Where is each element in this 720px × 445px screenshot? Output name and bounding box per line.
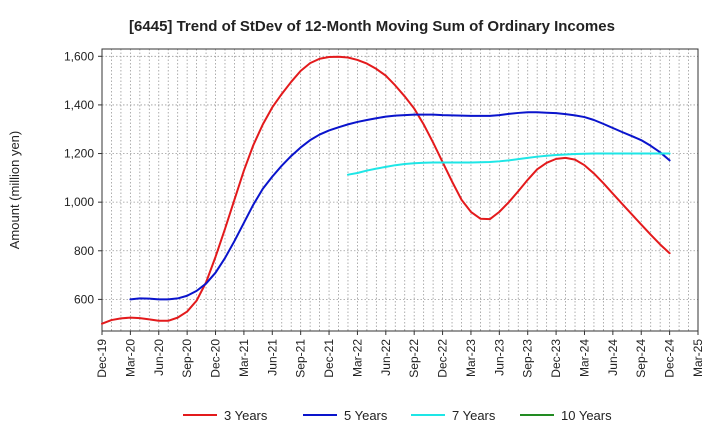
x-tick-label: Jun-23 [492, 339, 506, 376]
x-tick-label: Sep-22 [407, 339, 421, 378]
x-tick-label: Mar-22 [350, 339, 364, 377]
x-tick-label: Dec-21 [322, 339, 336, 378]
x-tick-label: Mar-21 [237, 339, 251, 377]
series-line-7-years [346, 152, 671, 176]
x-tick-label: Dec-20 [209, 339, 223, 378]
x-tick-label: Jun-24 [606, 339, 620, 376]
legend-label: 3 Years [224, 408, 268, 423]
x-tick-label: Sep-24 [634, 339, 648, 378]
x-tick-label: Dec-24 [663, 339, 677, 378]
x-tick-label: Mar-23 [464, 339, 478, 377]
grid-layer [102, 49, 698, 331]
x-tick-label: Dec-22 [436, 339, 450, 378]
x-tick-label: Jun-20 [152, 339, 166, 376]
legend: 3 Years 5 Years 7 Years 10 Years [183, 408, 612, 423]
legend-label: 5 Years [344, 408, 388, 423]
x-tick-label: Jun-21 [265, 339, 279, 376]
series-layer [101, 55, 671, 325]
legend-label: 7 Years [452, 408, 496, 423]
series-line-5-years [129, 111, 671, 301]
y-tick-label: 800 [74, 244, 94, 258]
x-tick-label: Mar-25 [691, 339, 705, 377]
y-tick-label: 1,000 [64, 195, 94, 209]
y-ticks: 600 800 1,000 1,200 1,400 1,600 [64, 49, 102, 306]
chart-title: [6445] Trend of StDev of 12-Month Moving… [129, 18, 615, 35]
series-line-3-years [101, 55, 671, 325]
x-tick-label: Sep-23 [521, 339, 535, 378]
x-tick-label: Dec-23 [549, 339, 563, 378]
y-tick-label: 1,200 [64, 147, 94, 161]
x-ticks: Dec-19 Mar-20 Jun-20 Sep-20 Dec-20 Mar-21 Jun-… [95, 331, 705, 378]
x-tick-label: Sep-20 [180, 339, 194, 378]
x-tick-label: Mar-20 [123, 339, 137, 377]
y-axis-label: Amount (million yen) [7, 131, 22, 250]
plot-frame [101, 48, 699, 332]
y-tick-label: 600 [74, 292, 94, 306]
legend-label: 10 Years [561, 408, 612, 423]
x-tick-label: Dec-19 [95, 339, 109, 378]
y-tick-label: 1,400 [64, 98, 94, 112]
x-tick-label: Mar-24 [577, 339, 591, 377]
x-tick-label: Jun-22 [379, 339, 393, 376]
y-tick-label: 1,600 [64, 49, 94, 63]
x-tick-label: Sep-21 [294, 339, 308, 378]
